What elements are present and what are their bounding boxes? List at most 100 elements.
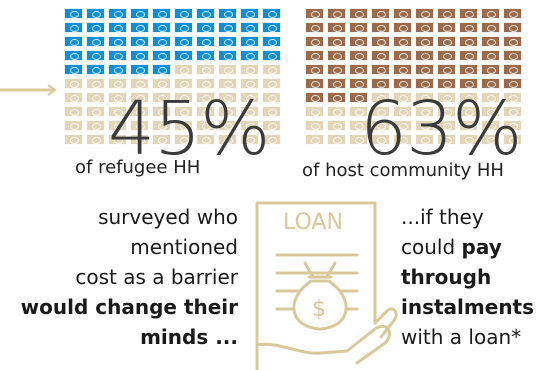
banknote-icon bbox=[349, 8, 368, 19]
banknote-icon bbox=[393, 36, 412, 47]
banknote-icon bbox=[305, 50, 324, 61]
banknote-icon bbox=[130, 36, 149, 47]
banknote-icon bbox=[503, 8, 522, 19]
banknote-icon bbox=[415, 120, 434, 131]
banknote-icon bbox=[393, 8, 412, 19]
banknote-icon bbox=[152, 22, 171, 33]
banknote-icon bbox=[130, 22, 149, 33]
banknote-icon bbox=[196, 92, 215, 103]
banknote-icon bbox=[481, 22, 500, 33]
loan-document-money-bag-hand-icon: LOAN $ bbox=[255, 201, 398, 370]
banknote-icon bbox=[481, 106, 500, 117]
banknote-icon bbox=[481, 50, 500, 61]
banknote-icon bbox=[437, 36, 456, 47]
banknote-icon bbox=[503, 78, 522, 89]
banknote-icon bbox=[327, 22, 346, 33]
right-line-2: could pay bbox=[401, 232, 534, 262]
banknote-icon bbox=[437, 50, 456, 61]
banknote-icon bbox=[481, 134, 500, 145]
host-subtitle: of host community HH bbox=[302, 160, 504, 181]
banknote-icon bbox=[371, 106, 390, 117]
banknote-icon bbox=[196, 78, 215, 89]
banknote-icon bbox=[196, 64, 215, 75]
banknote-icon bbox=[503, 120, 522, 131]
banknote-icon bbox=[393, 106, 412, 117]
right-statement: ...if they could pay through instalments… bbox=[401, 202, 534, 352]
banknote-icon bbox=[481, 36, 500, 47]
left-statement: surveyed who mentioned cost as a barrier… bbox=[21, 202, 238, 352]
banknote-icon bbox=[415, 8, 434, 19]
banknote-icon bbox=[327, 50, 346, 61]
banknote-icon bbox=[459, 36, 478, 47]
banknote-icon bbox=[262, 22, 281, 33]
banknote-icon bbox=[86, 106, 105, 117]
banknote-icon bbox=[415, 64, 434, 75]
banknote-icon bbox=[240, 64, 259, 75]
banknote-icon bbox=[64, 92, 83, 103]
banknote-icon bbox=[130, 64, 149, 75]
banknote-icon bbox=[174, 36, 193, 47]
banknote-icon bbox=[481, 78, 500, 89]
loan-label: LOAN bbox=[283, 210, 343, 235]
banknote-icon bbox=[262, 134, 281, 145]
banknote-icon bbox=[64, 78, 83, 89]
banknote-icon bbox=[327, 8, 346, 19]
banknote-icon bbox=[371, 8, 390, 19]
banknote-icon bbox=[393, 50, 412, 61]
banknote-icon bbox=[503, 106, 522, 117]
banknote-icon bbox=[371, 92, 390, 103]
banknote-icon bbox=[174, 92, 193, 103]
banknote-icon bbox=[371, 36, 390, 47]
banknote-icon bbox=[305, 36, 324, 47]
banknote-icon bbox=[86, 78, 105, 89]
right-line-3: through bbox=[401, 265, 492, 289]
banknote-icon bbox=[174, 120, 193, 131]
banknote-icon bbox=[415, 78, 434, 89]
banknote-icon bbox=[218, 36, 237, 47]
left-line-5: minds ... bbox=[140, 325, 238, 349]
banknote-icon bbox=[108, 120, 127, 131]
refugee-subtitle: of refugee HH bbox=[75, 157, 201, 178]
banknote-icon bbox=[196, 36, 215, 47]
banknote-icon bbox=[152, 92, 171, 103]
banknote-icon bbox=[371, 78, 390, 89]
refugee-waffle-grid bbox=[64, 8, 281, 145]
banknote-icon bbox=[86, 134, 105, 145]
banknote-icon bbox=[393, 22, 412, 33]
banknote-icon bbox=[437, 64, 456, 75]
banknote-icon bbox=[86, 120, 105, 131]
banknote-icon bbox=[218, 120, 237, 131]
banknote-icon bbox=[196, 22, 215, 33]
right-line-5: with a loan* bbox=[401, 325, 522, 349]
banknote-icon bbox=[503, 36, 522, 47]
right-line-4: instalments bbox=[401, 295, 535, 319]
banknote-icon bbox=[152, 78, 171, 89]
banknote-icon bbox=[481, 92, 500, 103]
banknote-icon bbox=[64, 22, 83, 33]
banknote-icon bbox=[64, 50, 83, 61]
banknote-icon bbox=[503, 50, 522, 61]
banknote-icon bbox=[218, 134, 237, 145]
banknote-icon bbox=[415, 22, 434, 33]
banknote-icon bbox=[108, 64, 127, 75]
right-line-1: ...if they bbox=[401, 205, 484, 229]
banknote-icon bbox=[503, 92, 522, 103]
banknote-icon bbox=[305, 120, 324, 131]
banknote-icon bbox=[218, 64, 237, 75]
banknote-icon bbox=[371, 64, 390, 75]
banknote-icon bbox=[349, 50, 368, 61]
banknote-icon bbox=[327, 120, 346, 131]
banknote-icon bbox=[64, 8, 83, 19]
banknote-icon bbox=[130, 134, 149, 145]
banknote-icon bbox=[240, 134, 259, 145]
banknote-icon bbox=[437, 92, 456, 103]
banknote-icon bbox=[393, 64, 412, 75]
left-line-2: mentioned bbox=[130, 235, 238, 259]
banknote-icon bbox=[262, 50, 281, 61]
banknote-icon bbox=[437, 120, 456, 131]
banknote-icon bbox=[196, 134, 215, 145]
banknote-icon bbox=[371, 120, 390, 131]
banknote-icon bbox=[86, 50, 105, 61]
banknote-icon bbox=[349, 92, 368, 103]
banknote-icon bbox=[437, 8, 456, 19]
